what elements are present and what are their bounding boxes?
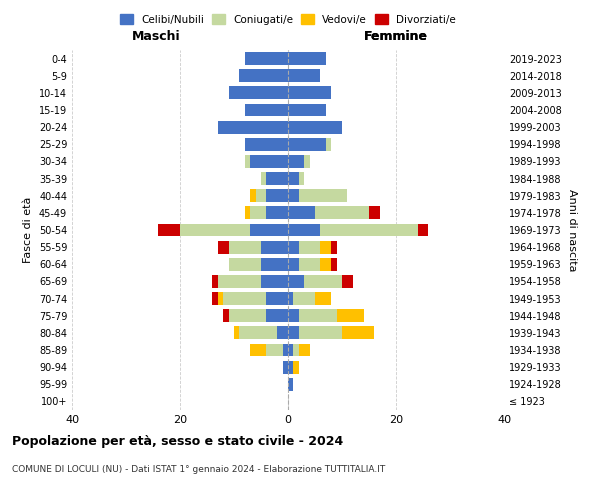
Bar	[266, 310, 288, 322]
Bar	[266, 172, 288, 185]
Bar	[315, 206, 369, 220]
Bar	[320, 224, 418, 236]
Y-axis label: Fasce di età: Fasce di età	[23, 197, 33, 263]
Bar	[342, 326, 374, 340]
Text: Popolazione per età, sesso e stato civile - 2024: Popolazione per età, sesso e stato civil…	[12, 435, 343, 448]
Bar	[331, 240, 337, 254]
Bar	[288, 360, 293, 374]
Bar	[245, 104, 288, 117]
Bar	[283, 344, 288, 356]
Text: Femmine: Femmine	[364, 30, 428, 43]
Bar	[158, 224, 180, 236]
Bar	[245, 206, 250, 220]
Bar	[277, 326, 288, 340]
Bar	[288, 275, 304, 288]
Bar	[304, 155, 310, 168]
Text: Femmine: Femmine	[364, 30, 428, 43]
Bar	[369, 206, 380, 220]
Bar	[288, 378, 293, 390]
Bar	[299, 240, 320, 254]
Y-axis label: Anni di nascita: Anni di nascita	[567, 188, 577, 271]
Bar	[266, 206, 288, 220]
Bar	[288, 224, 320, 236]
Bar	[299, 326, 342, 340]
Bar	[218, 120, 288, 134]
Bar	[218, 292, 223, 305]
Bar	[288, 138, 326, 150]
Bar	[223, 310, 229, 322]
Bar	[261, 240, 288, 254]
Bar	[229, 258, 261, 270]
Bar	[239, 70, 288, 82]
Bar	[320, 258, 331, 270]
Bar	[331, 258, 337, 270]
Bar	[245, 52, 288, 65]
Bar	[261, 258, 288, 270]
Bar	[283, 360, 288, 374]
Bar	[299, 258, 320, 270]
Bar	[223, 292, 266, 305]
Bar	[288, 120, 342, 134]
Bar	[288, 240, 299, 254]
Bar	[261, 275, 288, 288]
Bar	[315, 292, 331, 305]
Bar	[299, 190, 347, 202]
Bar	[304, 275, 342, 288]
Bar	[212, 292, 218, 305]
Bar	[250, 206, 266, 220]
Bar	[288, 70, 320, 82]
Bar	[288, 86, 331, 100]
Bar	[229, 240, 261, 254]
Bar	[299, 310, 337, 322]
Bar	[212, 275, 218, 288]
Bar	[288, 258, 299, 270]
Bar	[218, 240, 229, 254]
Bar	[337, 310, 364, 322]
Bar	[288, 206, 315, 220]
Legend: Celibi/Nubili, Coniugati/e, Vedovi/e, Divorziati/e: Celibi/Nubili, Coniugati/e, Vedovi/e, Di…	[116, 10, 460, 29]
Bar	[288, 310, 299, 322]
Bar	[266, 190, 288, 202]
Bar	[288, 155, 304, 168]
Bar	[239, 326, 277, 340]
Bar	[250, 155, 288, 168]
Bar	[245, 155, 250, 168]
Bar	[293, 360, 299, 374]
Bar	[288, 172, 299, 185]
Bar	[250, 190, 256, 202]
Bar	[288, 104, 326, 117]
Bar	[256, 190, 266, 202]
Bar	[266, 292, 288, 305]
Bar	[418, 224, 428, 236]
Bar	[326, 138, 331, 150]
Bar	[180, 224, 250, 236]
Bar	[320, 240, 331, 254]
Bar	[293, 292, 315, 305]
Bar	[288, 52, 326, 65]
Bar	[229, 310, 266, 322]
Bar	[218, 275, 261, 288]
Bar	[245, 138, 288, 150]
Bar	[234, 326, 239, 340]
Bar	[288, 326, 299, 340]
Bar	[288, 292, 293, 305]
Bar	[229, 86, 288, 100]
Bar	[342, 275, 353, 288]
Bar	[266, 344, 283, 356]
Bar	[250, 344, 266, 356]
Bar	[250, 224, 288, 236]
Bar	[261, 172, 266, 185]
Text: Maschi: Maschi	[131, 30, 181, 43]
Bar	[299, 344, 310, 356]
Bar	[288, 190, 299, 202]
Bar	[288, 344, 293, 356]
Bar	[293, 344, 299, 356]
Text: COMUNE DI LOCULI (NU) - Dati ISTAT 1° gennaio 2024 - Elaborazione TUTTITALIA.IT: COMUNE DI LOCULI (NU) - Dati ISTAT 1° ge…	[12, 465, 385, 474]
Bar	[299, 172, 304, 185]
